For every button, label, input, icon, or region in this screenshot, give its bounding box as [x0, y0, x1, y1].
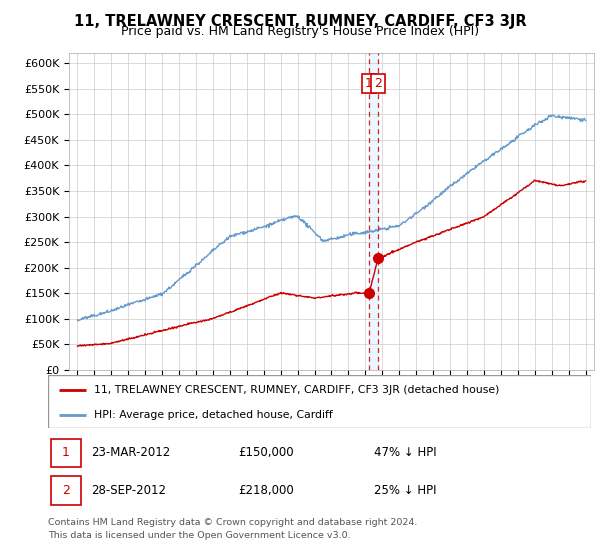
Text: £218,000: £218,000	[238, 484, 294, 497]
Text: Price paid vs. HM Land Registry's House Price Index (HPI): Price paid vs. HM Land Registry's House …	[121, 25, 479, 38]
Text: 23-MAR-2012: 23-MAR-2012	[91, 446, 170, 459]
Bar	[51, 438, 80, 467]
Text: 47% ↓ HPI: 47% ↓ HPI	[374, 446, 436, 459]
Text: £150,000: £150,000	[238, 446, 293, 459]
Text: HPI: Average price, detached house, Cardiff: HPI: Average price, detached house, Card…	[94, 410, 333, 420]
Bar	[369, 53, 378, 370]
Bar	[51, 477, 80, 505]
Text: 2: 2	[62, 484, 70, 497]
Text: Contains HM Land Registry data © Crown copyright and database right 2024.
This d: Contains HM Land Registry data © Crown c…	[48, 518, 418, 539]
Text: 1: 1	[365, 77, 373, 90]
Text: 2: 2	[374, 77, 382, 90]
Text: 25% ↓ HPI: 25% ↓ HPI	[374, 484, 436, 497]
Text: 28-SEP-2012: 28-SEP-2012	[91, 484, 166, 497]
Text: 11, TRELAWNEY CRESCENT, RUMNEY, CARDIFF, CF3 3JR (detached house): 11, TRELAWNEY CRESCENT, RUMNEY, CARDIFF,…	[94, 385, 500, 395]
Text: 1: 1	[62, 446, 70, 459]
Text: 11, TRELAWNEY CRESCENT, RUMNEY, CARDIFF, CF3 3JR: 11, TRELAWNEY CRESCENT, RUMNEY, CARDIFF,…	[74, 14, 526, 29]
